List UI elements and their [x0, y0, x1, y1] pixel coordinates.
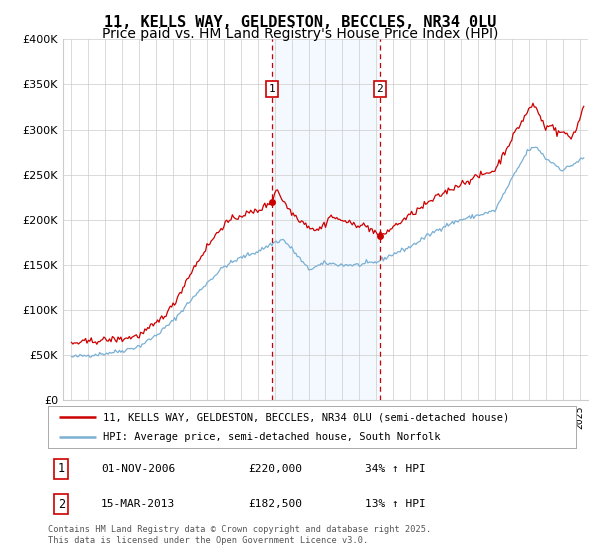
- Text: £220,000: £220,000: [248, 464, 302, 474]
- Text: £182,500: £182,500: [248, 500, 302, 510]
- Text: 1: 1: [58, 463, 65, 475]
- Text: 13% ↑ HPI: 13% ↑ HPI: [365, 500, 425, 510]
- Bar: [272, 39, 380, 400]
- Text: Contains HM Land Registry data © Crown copyright and database right 2025.
This d: Contains HM Land Registry data © Crown c…: [48, 525, 431, 545]
- Text: 11, KELLS WAY, GELDESTON, BECCLES, NR34 0LU (semi-detached house): 11, KELLS WAY, GELDESTON, BECCLES, NR34 …: [103, 412, 509, 422]
- Text: 2: 2: [376, 84, 383, 94]
- Text: HPI: Average price, semi-detached house, South Norfolk: HPI: Average price, semi-detached house,…: [103, 432, 441, 442]
- Text: 34% ↑ HPI: 34% ↑ HPI: [365, 464, 425, 474]
- Text: 1: 1: [268, 84, 275, 94]
- Text: 01-NOV-2006: 01-NOV-2006: [101, 464, 175, 474]
- Text: Price paid vs. HM Land Registry's House Price Index (HPI): Price paid vs. HM Land Registry's House …: [102, 27, 498, 41]
- Text: 11, KELLS WAY, GELDESTON, BECCLES, NR34 0LU: 11, KELLS WAY, GELDESTON, BECCLES, NR34 …: [104, 15, 496, 30]
- Text: 15-MAR-2013: 15-MAR-2013: [101, 500, 175, 510]
- Text: 2: 2: [58, 498, 65, 511]
